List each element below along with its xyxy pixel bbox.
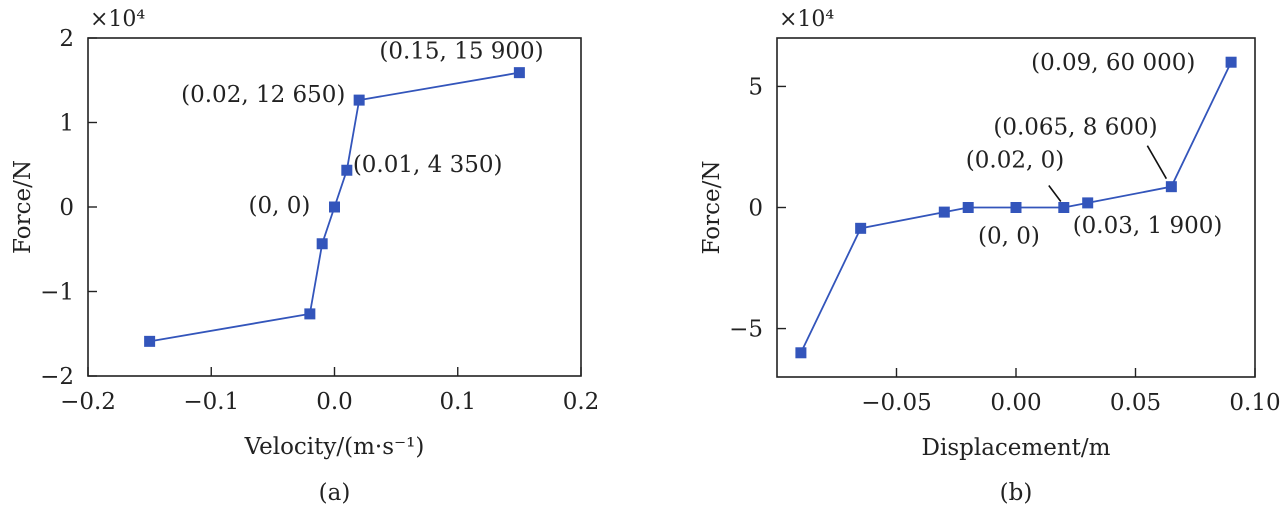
panel-label: (a) — [319, 480, 351, 506]
data-point — [1010, 202, 1022, 213]
data-point — [962, 202, 974, 213]
x-axis-label: Displacement/m — [922, 435, 1111, 461]
data-point — [316, 238, 328, 250]
y-axis-label: Force/N — [10, 160, 36, 254]
data-point — [341, 164, 353, 176]
point-annotation: (0.15, 15 900) — [379, 39, 543, 65]
y-tick-label: −5 — [729, 317, 763, 343]
x-axis-label: Velocity/(m·s⁻¹) — [244, 434, 425, 460]
x-tick-label: −0.05 — [861, 390, 931, 416]
chart-panel-b: −0.05 0.00 0.05 0.10 −5 0 5 ×10⁴ Displacement/m F… — [699, 7, 1281, 506]
y-tick-label: 0 — [59, 195, 74, 221]
chart-panel-a: −0.2 −0.1 0.0 0.1 0.2 −2 −1 0 1 2 ×10⁴ Velocity/(m·… — [10, 7, 599, 506]
data-point — [1058, 202, 1070, 213]
x-tick-label: 0.05 — [1110, 390, 1161, 416]
y-multiplier: ×10⁴ — [779, 7, 834, 32]
x-tick-label: −0.1 — [183, 389, 239, 415]
data-point — [855, 222, 867, 234]
data-point — [329, 201, 340, 213]
data-point — [795, 347, 807, 359]
point-annotation: (0.03, 1 900) — [1073, 213, 1223, 239]
x-tick-label: 0.10 — [1229, 390, 1280, 416]
annotation-leader — [1048, 185, 1062, 202]
point-annotation: (0.02, 0) — [966, 148, 1064, 174]
point-annotation: (0.09, 60 000) — [1031, 50, 1195, 76]
y-tick-label: 1 — [59, 111, 74, 137]
point-annotation: (0.01, 4 350) — [353, 152, 503, 178]
data-point — [144, 335, 156, 347]
y-tick-label: 2 — [59, 26, 74, 52]
data-point — [1082, 197, 1094, 209]
data-point — [938, 206, 950, 218]
x-tick-label: 0.1 — [439, 389, 476, 415]
data-point — [304, 308, 316, 320]
panel-label: (b) — [1000, 480, 1033, 506]
x-tick-label: 0.00 — [990, 390, 1041, 416]
point-annotation: (0.065, 8 600) — [993, 115, 1157, 141]
annotation-leader — [1146, 145, 1168, 180]
x-tick-label: 0.2 — [563, 389, 600, 415]
point-annotation: (0, 0) — [249, 193, 311, 219]
y-multiplier: ×10⁴ — [90, 7, 145, 32]
y-tick-label: −1 — [40, 280, 74, 306]
data-point — [1225, 56, 1237, 68]
point-annotation: (0, 0) — [978, 224, 1040, 250]
point-annotation: (0.02, 12 650) — [181, 82, 345, 108]
y-tick-label: −2 — [40, 364, 74, 390]
y-tick-label: 5 — [748, 74, 763, 100]
x-tick-label: −0.2 — [60, 389, 116, 415]
data-point — [353, 94, 365, 106]
data-point — [1165, 181, 1177, 193]
y-axis-label: Force/N — [699, 161, 725, 255]
x-tick-label: 0.0 — [316, 389, 353, 415]
data-point — [513, 67, 525, 79]
y-tick-label: 0 — [748, 196, 763, 222]
